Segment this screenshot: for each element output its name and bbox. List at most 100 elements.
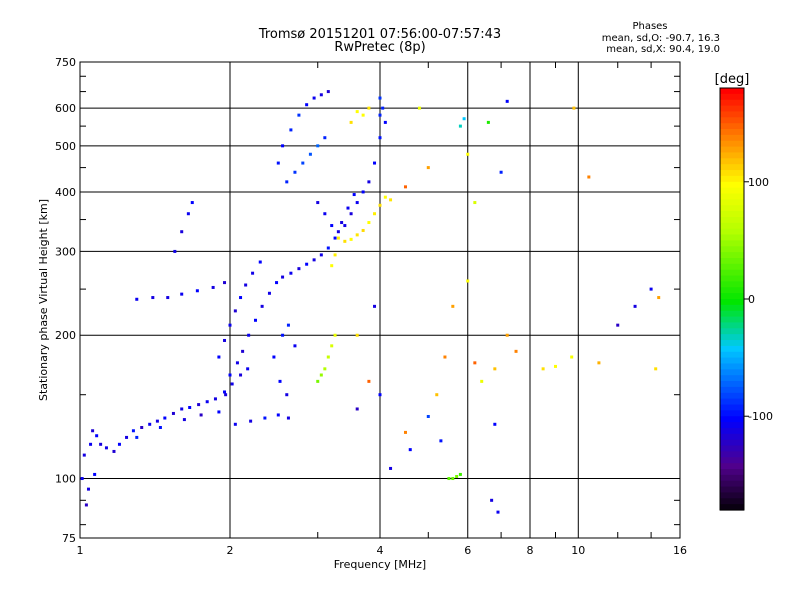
colorbar-tick-label: -100	[748, 410, 773, 423]
echo-point	[281, 275, 285, 279]
echo-point	[223, 338, 227, 342]
colorbar-tick-label: 0	[748, 293, 755, 306]
colorbar-segment	[720, 328, 744, 335]
echo-point	[258, 260, 262, 264]
colorbar-segment	[720, 123, 744, 130]
echo-point	[323, 136, 327, 140]
echo-point	[496, 510, 500, 514]
echo-point	[349, 237, 353, 241]
echo-point	[466, 152, 470, 156]
colorbar-tick-label: 100	[748, 176, 769, 189]
echo-point	[361, 190, 365, 194]
echo-point	[249, 419, 253, 423]
echo-point	[514, 349, 518, 353]
echo-point	[333, 236, 337, 240]
echo-point	[197, 403, 201, 407]
echo-point	[180, 407, 184, 411]
echo-point	[281, 144, 285, 148]
echo-point	[403, 185, 407, 189]
y-tick-label: 300	[55, 245, 76, 258]
colorbar-segment	[720, 193, 744, 200]
echo-point	[349, 212, 353, 216]
echo-point	[330, 344, 334, 348]
echo-point	[333, 253, 337, 257]
echo-point	[293, 170, 297, 174]
echo-point	[355, 110, 359, 114]
echo-point	[426, 414, 430, 418]
phase-stats-o-values: -90.7, 16.3	[665, 33, 721, 44]
echo-point	[223, 390, 227, 394]
echo-point	[267, 291, 271, 295]
colorbar-label: [deg]	[715, 72, 750, 87]
colorbar-segment	[720, 263, 744, 271]
colorbar-segment	[720, 228, 744, 236]
colorbar-segment	[720, 117, 744, 124]
colorbar-segment	[720, 486, 744, 494]
colorbar-segment	[720, 492, 744, 499]
echo-point	[89, 442, 93, 446]
echo-point	[499, 170, 503, 174]
colorbar-segment	[720, 404, 744, 411]
echo-point	[408, 448, 412, 452]
echo-point	[247, 333, 251, 337]
colorbar-segment	[720, 99, 744, 107]
echo-point	[205, 400, 209, 404]
echo-point	[186, 212, 190, 216]
echo-point	[217, 410, 221, 414]
echo-point	[199, 413, 203, 417]
colorbar-segment	[720, 181, 744, 189]
echo-point	[319, 253, 323, 257]
colorbar-segment	[720, 427, 744, 435]
colorbar-segment	[720, 504, 744, 511]
colorbar-segment	[720, 351, 744, 359]
echo-point	[367, 180, 371, 184]
echo-point	[323, 367, 327, 371]
echo-point	[112, 449, 116, 453]
colorbar-segment	[720, 211, 744, 218]
echo-point	[490, 498, 494, 502]
echo-point	[541, 367, 545, 371]
echo-point	[235, 361, 239, 365]
echo-point	[378, 96, 382, 100]
echo-point	[373, 161, 377, 165]
echo-point	[84, 503, 88, 507]
echo-point	[251, 271, 255, 275]
colorbar-segment	[720, 316, 744, 324]
echo-point	[473, 361, 477, 365]
echo-point	[260, 304, 264, 308]
echo-point	[82, 453, 86, 457]
colorbar-segment	[720, 287, 744, 294]
echo-point	[131, 429, 135, 433]
echo-point	[458, 124, 462, 128]
echo-point	[155, 419, 159, 423]
colorbar-segment	[720, 474, 744, 482]
echo-point	[336, 236, 340, 240]
y-tick-label: 100	[55, 473, 76, 486]
echo-point	[285, 180, 289, 184]
colorbar-segment	[720, 281, 744, 288]
echo-point	[253, 318, 257, 322]
echo-point	[462, 117, 466, 121]
colorbar-segment	[720, 416, 744, 423]
x-tick-label: 1	[77, 544, 84, 557]
colorbar-segment	[720, 345, 744, 353]
echo-point	[233, 422, 237, 426]
echo-point	[403, 430, 407, 434]
colorbar-segment	[720, 146, 744, 154]
colorbar-segment	[720, 257, 744, 265]
echo-point	[163, 416, 167, 420]
y-tick-label: 600	[55, 102, 76, 115]
echo-point	[340, 221, 344, 225]
y-axis-label: Stationary phase Virtual Height [km]	[37, 199, 50, 401]
echo-point	[272, 355, 276, 359]
echo-point	[378, 136, 382, 140]
echo-point	[654, 367, 658, 371]
echo-point	[657, 296, 661, 300]
colorbar-segment	[720, 129, 744, 136]
echo-point	[389, 466, 393, 470]
echo-point	[426, 166, 430, 170]
echo-point	[151, 296, 155, 300]
echo-point	[493, 422, 497, 426]
echo-point	[233, 309, 237, 313]
